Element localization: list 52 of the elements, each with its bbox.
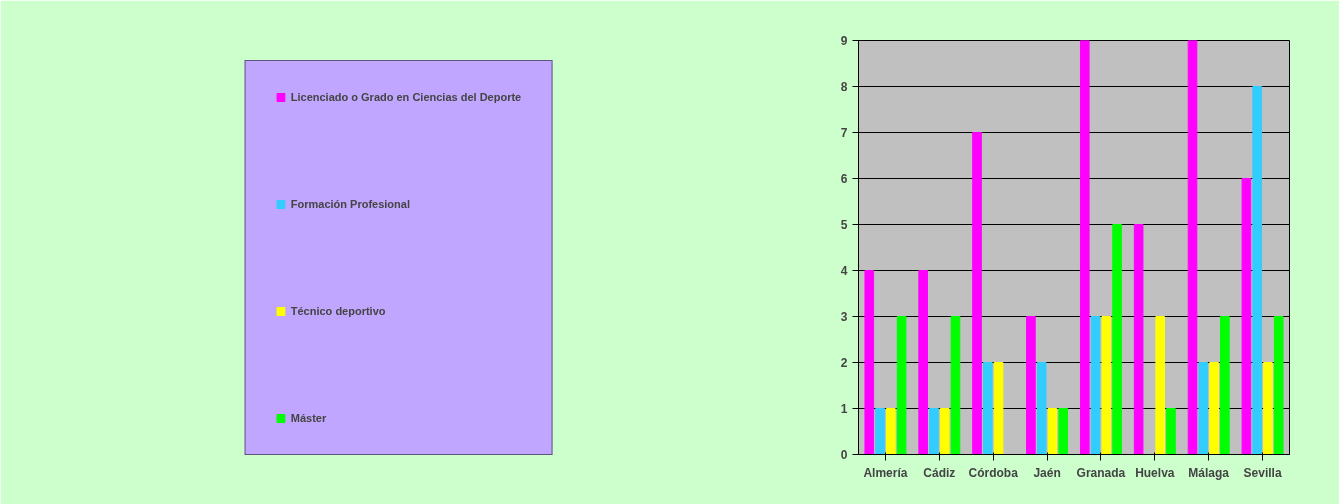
bar (1187, 40, 1198, 455)
bar (886, 408, 896, 455)
legend-label: Técnico deportivo (290, 305, 386, 317)
y-tick-label: 7 (840, 126, 848, 140)
bar (972, 132, 982, 455)
bar (939, 408, 950, 455)
legend-label: Formación Profesional (290, 198, 410, 210)
bar (864, 270, 875, 455)
bar (950, 316, 961, 455)
bar (875, 408, 885, 455)
y-tick-label: 2 (840, 356, 848, 370)
x-tick-label: Huelva (1135, 465, 1175, 480)
x-tick-label: Jaén (1033, 465, 1061, 480)
bar (1198, 362, 1209, 455)
y-tick-label: 0 (840, 448, 848, 462)
x-tick-label: Almería (863, 465, 908, 480)
bar (1026, 316, 1036, 455)
legend-label: Máster (290, 412, 327, 424)
bar (1155, 316, 1166, 455)
bar (1273, 316, 1284, 455)
bar (896, 316, 907, 455)
bar (1101, 316, 1112, 455)
bar (918, 270, 928, 455)
bar (982, 362, 993, 455)
x-tick-label: Cádiz (923, 465, 956, 480)
y-tick-label: 3 (840, 310, 848, 324)
y-tick-label: 9 (840, 34, 848, 48)
bar (1112, 224, 1122, 455)
y-tick-label: 5 (840, 218, 848, 232)
bar (1090, 316, 1101, 455)
x-tick-label: Córdoba (968, 465, 1019, 480)
bar (1047, 408, 1058, 455)
x-tick-label: Sevilla (1243, 465, 1282, 480)
y-tick-label: 6 (840, 172, 848, 186)
x-tick-label: Granada (1076, 465, 1126, 480)
bar (929, 408, 939, 455)
bar (1263, 362, 1273, 455)
y-tick-label: 8 (840, 80, 848, 94)
bar (1133, 224, 1144, 455)
legend-label: Licenciado o Grado en Ciencias del Deporte (290, 91, 522, 103)
y-tick-label: 4 (840, 264, 848, 278)
bar (1036, 362, 1047, 455)
bar (1241, 178, 1252, 455)
bar (1209, 362, 1219, 455)
y-tick-label: 1 (840, 402, 848, 416)
bar (1252, 86, 1262, 455)
bar (1220, 316, 1230, 455)
bar (1079, 40, 1090, 455)
bar (1166, 408, 1176, 455)
bar (993, 362, 1004, 455)
bar (1058, 408, 1069, 455)
x-tick-label: Málaga (1188, 465, 1230, 480)
